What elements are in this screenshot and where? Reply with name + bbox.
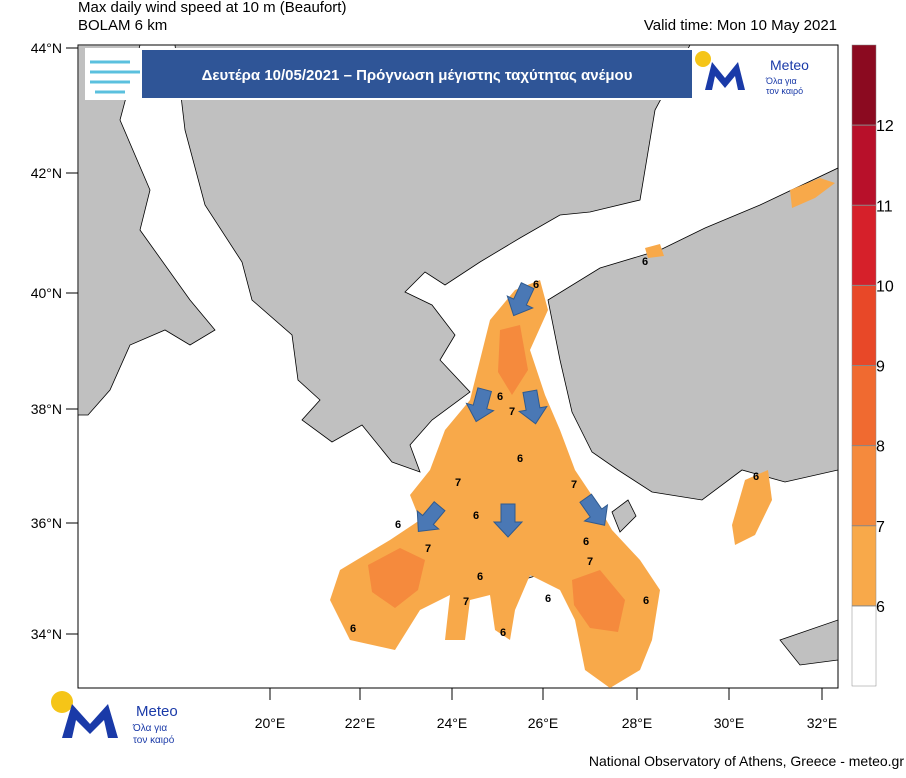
colorbar-box — [851, 445, 877, 526]
wind-icon — [90, 60, 140, 94]
colorbar-box — [851, 525, 877, 607]
colorbar-box — [851, 605, 877, 687]
logo-tagline: Όλα για — [765, 76, 797, 86]
valid-time: Valid time: Mon 10 May 2021 — [644, 17, 837, 34]
colorbar: 6 7 8 9 10 11 12 — [851, 44, 894, 687]
logo-name: Meteo — [136, 703, 178, 720]
bottom-logo: Meteo Όλα για τον καιρό — [51, 691, 178, 746]
colorbar-label: 7 — [876, 519, 885, 536]
contour-label: 6 — [350, 623, 356, 635]
logo-mark — [62, 704, 118, 738]
lat-label: 38°N — [31, 401, 62, 417]
contour-label: 7 — [509, 406, 515, 418]
colorbar-label: 12 — [876, 118, 894, 135]
logo-mark — [705, 62, 745, 90]
lat-label: 44°N — [31, 40, 62, 56]
contour-label: 6 — [473, 510, 479, 522]
lon-label: 28°E — [622, 715, 653, 731]
contour-label: 7 — [571, 479, 577, 491]
lon-label: 20°E — [255, 715, 286, 731]
colorbar-label: 6 — [876, 599, 885, 616]
lon-label: 22°E — [345, 715, 376, 731]
italy — [78, 45, 216, 416]
wind-area — [498, 325, 528, 395]
contour-label: 6 — [583, 536, 589, 548]
contour-label: 6 — [753, 471, 759, 483]
wind-arrow — [416, 501, 446, 533]
wind-arrow — [492, 503, 524, 538]
colorbar-box — [851, 124, 877, 206]
contour-label: 6 — [500, 627, 506, 639]
contour-label: 7 — [463, 596, 469, 608]
lon-label: 30°E — [714, 715, 745, 731]
wind-area — [368, 548, 425, 608]
lat-label: 42°N — [31, 165, 62, 181]
contour-label: 6 — [395, 519, 401, 531]
colorbar-label: 11 — [876, 198, 893, 215]
contour-label: 6 — [477, 571, 483, 583]
lon-label: 24°E — [437, 715, 468, 731]
colorbar-box — [851, 44, 877, 126]
lat-label: 34°N — [31, 626, 62, 642]
wind-arrow — [579, 493, 609, 526]
banner-text: Δευτέρα 10/05/2021 – Πρόγνωση μέγιστης τ… — [202, 67, 633, 84]
colorbar-label: 10 — [876, 278, 894, 295]
subtitle: BOLAM 6 km — [78, 17, 167, 34]
logo-name: Meteo — [770, 57, 809, 73]
contour-label: 6 — [545, 593, 551, 605]
contour-label: 7 — [425, 543, 431, 555]
banner-box — [142, 50, 692, 98]
logo-tagline: Όλα για — [132, 723, 167, 734]
colorbar-label: 8 — [876, 439, 885, 456]
contour-label: 6 — [517, 453, 523, 465]
contour-label: 6 — [533, 279, 539, 291]
wind-area — [645, 244, 664, 258]
lat-label: 36°N — [31, 515, 62, 531]
contour-label: 6 — [497, 391, 503, 403]
wind-arrow — [465, 387, 495, 423]
lon-label: 32°E — [807, 715, 838, 731]
lon-label: 26°E — [528, 715, 559, 731]
logo-tagline: τον καιρό — [133, 734, 175, 746]
lon-labels: 20°E 22°E 24°E 26°E 28°E 30°E 32°E — [255, 688, 838, 731]
banner: Δευτέρα 10/05/2021 – Πρόγνωση μέγιστης τ… — [85, 48, 823, 100]
contour-label: 6 — [642, 256, 648, 268]
colorbar-box — [851, 285, 877, 366]
wind-area — [732, 470, 772, 545]
wind-arrow — [506, 282, 535, 317]
balkans — [174, 45, 691, 473]
colorbar-box — [851, 205, 877, 286]
logo-sun — [695, 51, 711, 67]
arrows — [416, 282, 609, 538]
wind-area — [790, 178, 835, 208]
wind-arrow — [517, 389, 548, 425]
colorbar-box — [851, 365, 877, 446]
logo-tagline: τον καιρό — [766, 86, 803, 96]
colorbar-label: 9 — [876, 359, 885, 376]
footer: National Observatory of Athens, Greece -… — [589, 753, 904, 769]
lat-labels: 44°N 42°N 40°N 38°N 36°N 34°N — [31, 40, 78, 642]
contour-label: 7 — [587, 556, 593, 568]
contour-label: 6 — [643, 595, 649, 607]
logo-sun — [51, 691, 73, 713]
cyprus — [779, 619, 838, 666]
contour-label: 7 — [455, 477, 461, 489]
title: Max daily wind speed at 10 m (Beaufort) — [78, 0, 346, 16]
lat-label: 40°N — [31, 285, 62, 301]
wind-area — [572, 570, 625, 632]
rhodes — [611, 499, 637, 533]
